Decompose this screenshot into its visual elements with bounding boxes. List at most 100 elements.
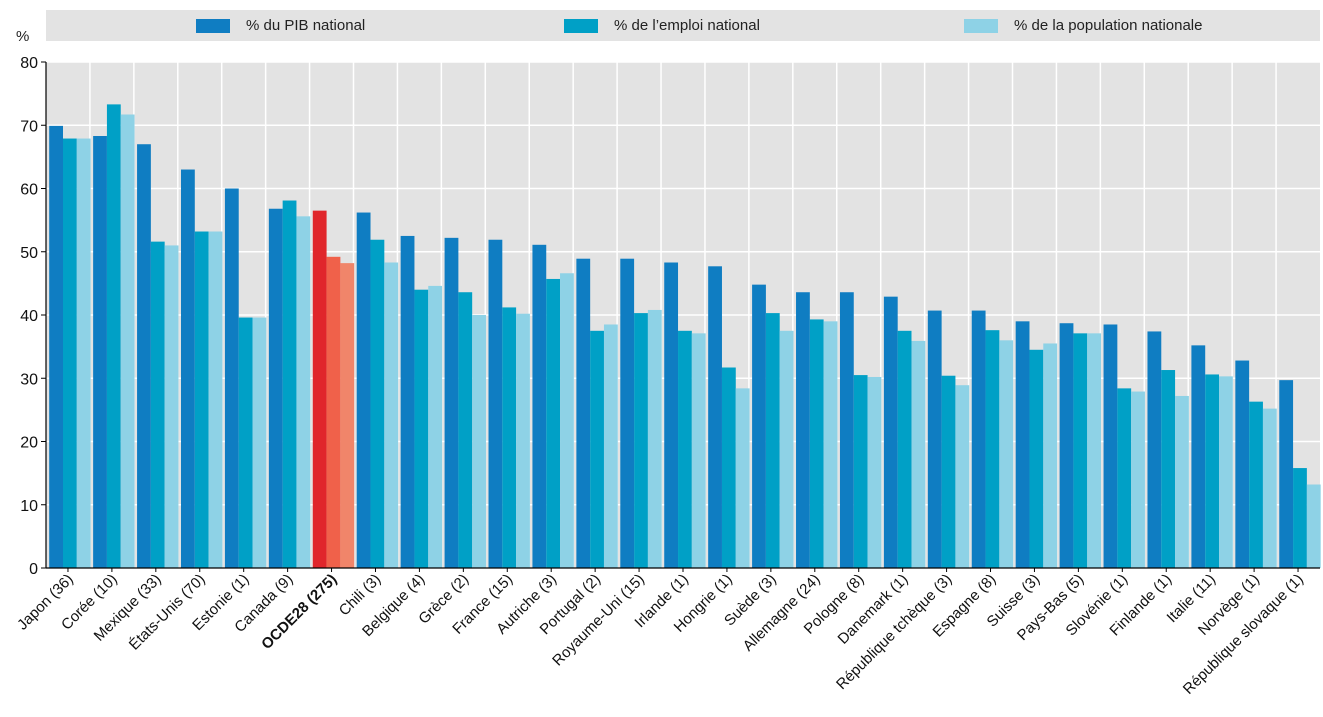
- bar-population: [735, 388, 750, 568]
- bar-emploi: [546, 278, 561, 568]
- bar-pib: [620, 258, 635, 568]
- bar-population: [1175, 395, 1189, 568]
- bar-population: [296, 216, 311, 568]
- bar-emploi: [370, 239, 385, 569]
- bar-population: [340, 263, 355, 568]
- y-tick-label: 30: [20, 371, 38, 388]
- bar-pib: [883, 296, 898, 568]
- bar-pib: [137, 144, 151, 568]
- bar-emploi: [941, 375, 956, 568]
- y-tick-labels: 0 10 20 30 40 50 60 70 80: [20, 55, 38, 578]
- legend-label-emploi: % de l’emploi national: [614, 17, 760, 34]
- bar-emploi: [1029, 349, 1044, 568]
- bar-emploi: [326, 256, 341, 568]
- bar-pib: [927, 310, 942, 568]
- bar-pib: [1103, 324, 1118, 568]
- bar-pib: [93, 136, 107, 568]
- bar-pib: [400, 235, 415, 568]
- bar-population: [516, 313, 530, 568]
- bar-pib: [268, 208, 283, 569]
- y-unit-label: %: [16, 28, 30, 45]
- bar-emploi: [1161, 370, 1176, 568]
- legend-swatch-emploi: [564, 18, 598, 33]
- bar-pib: [444, 237, 459, 568]
- bar-emploi: [634, 313, 648, 568]
- bar-pib: [576, 258, 591, 568]
- bar-pib: [180, 169, 195, 568]
- bar-emploi: [809, 319, 824, 568]
- bar-population: [428, 285, 443, 568]
- bar-emploi: [1117, 388, 1132, 568]
- bar-population: [647, 309, 662, 568]
- bar-population: [999, 340, 1014, 568]
- axes: [41, 61, 1320, 572]
- bar-emploi: [414, 289, 429, 568]
- bar-population: [779, 330, 794, 568]
- legend-swatch-pib: [196, 18, 230, 33]
- bar-emploi: [765, 313, 780, 568]
- bar-emploi: [106, 104, 121, 568]
- bar-population: [1262, 408, 1277, 568]
- y-tick-label: 10: [20, 498, 38, 515]
- bar-emploi: [678, 330, 692, 568]
- bar-population: [867, 376, 882, 568]
- bar-population: [76, 138, 91, 568]
- bar-pib: [971, 310, 986, 568]
- legend-label-pib: % du PIB national: [246, 17, 366, 34]
- bars: [49, 104, 1321, 569]
- legend-item-population: % de la population nationale: [964, 10, 1202, 41]
- y-tick-label: 60: [20, 182, 38, 199]
- bar-pib: [839, 292, 854, 568]
- bar-emploi: [1073, 333, 1088, 568]
- y-tick-label: 50: [20, 245, 38, 262]
- bar-population: [1087, 333, 1102, 568]
- bar-population: [1131, 391, 1145, 568]
- bar-population: [472, 315, 486, 568]
- bar-emploi: [590, 330, 604, 568]
- legend: % du PIB national % de l’emploi national…: [46, 10, 1320, 41]
- bar-pib: [356, 212, 371, 568]
- bar-pib: [752, 284, 766, 568]
- bar-pib: [1235, 360, 1250, 568]
- bar-pib: [796, 292, 810, 568]
- bar-emploi: [282, 200, 297, 568]
- bar-pib: [1191, 345, 1206, 568]
- bar-population: [208, 231, 223, 568]
- bar-pib: [532, 244, 547, 569]
- legend-label-population: % de la population nationale: [1014, 17, 1203, 34]
- legend-item-emploi: % de l’emploi national: [564, 10, 760, 41]
- bar-pib: [1279, 380, 1294, 568]
- bar-emploi: [853, 375, 868, 568]
- bar-emploi: [897, 330, 912, 568]
- bar-emploi: [1249, 401, 1263, 568]
- bar-population: [1219, 376, 1233, 568]
- bar-pib: [224, 188, 239, 568]
- bar-emploi: [1205, 374, 1220, 568]
- bar-pib: [1015, 321, 1030, 568]
- bar-population: [164, 245, 179, 569]
- bar-emploi: [63, 138, 77, 568]
- bar-emploi: [1293, 468, 1307, 568]
- bar-population: [560, 273, 574, 568]
- bar-population: [823, 321, 838, 568]
- x-tick-label: États-Unis (70): [126, 571, 209, 654]
- bar-population: [1043, 343, 1058, 568]
- bar-pib: [1147, 331, 1162, 568]
- bar-population: [911, 340, 926, 568]
- bar-emploi: [458, 292, 473, 568]
- x-tick-label: OCDE28 (275): [258, 571, 340, 653]
- y-tick-label: 80: [20, 55, 38, 72]
- legend-swatch-population: [964, 18, 998, 33]
- bar-emploi: [502, 307, 517, 568]
- legend-item-pib: % du PIB national: [196, 10, 365, 41]
- bar-population: [955, 385, 970, 568]
- bar-population: [691, 333, 706, 568]
- y-tick-label: 0: [29, 561, 38, 578]
- bar-population: [384, 262, 399, 568]
- y-tick-label: 20: [20, 435, 38, 452]
- bar-pib: [708, 266, 722, 568]
- bar-emploi: [150, 241, 165, 568]
- bar-population: [252, 317, 267, 568]
- y-tick-label: 40: [20, 308, 38, 325]
